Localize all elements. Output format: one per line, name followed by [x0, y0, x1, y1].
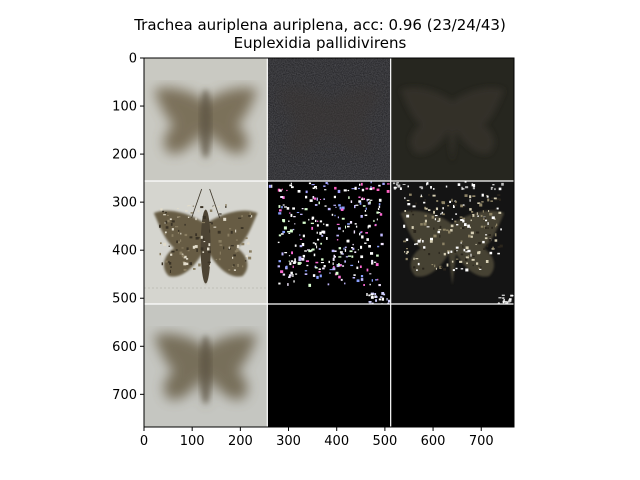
x-tick-label: 200	[228, 434, 253, 449]
image-panel-r0-c2	[390, 58, 514, 181]
x-tick-label: 500	[372, 434, 397, 449]
image-panel-r0-c0	[144, 58, 268, 181]
y-tick-label: 500	[112, 292, 137, 307]
x-tick-label: 600	[421, 434, 446, 449]
image-panel-r2-c0	[144, 304, 268, 427]
image-panels	[144, 58, 516, 427]
x-tick-label: 100	[180, 434, 205, 449]
x-tick-label: 400	[324, 434, 349, 449]
y-tick-label: 700	[112, 388, 137, 403]
y-tick-label: 300	[112, 196, 137, 211]
y-tick-label: 0	[129, 52, 137, 67]
x-tick-label: 0	[140, 434, 148, 449]
y-axis: 0 100 200 300 400 500 600 700	[112, 52, 144, 403]
panel-separators	[144, 58, 514, 427]
image-panel-r1-c0	[144, 181, 268, 304]
chart-subtitle: Euplexidia pallidivirens	[233, 34, 407, 52]
x-tick-label: 300	[276, 434, 301, 449]
image-panel-r2-c2	[390, 304, 514, 427]
image-panel-r1-c1	[267, 181, 391, 308]
x-tick-label: 700	[469, 434, 494, 449]
chart-title: Trachea auriplena auriplena, acc: 0.96 (…	[134, 16, 506, 34]
axes-frame	[143, 57, 515, 428]
image-panel-r2-c1	[267, 304, 391, 427]
y-tick-label: 400	[112, 244, 137, 259]
image-panel-r0-c1	[267, 58, 391, 181]
y-tick-label: 200	[112, 148, 137, 163]
y-tick-label: 600	[112, 340, 137, 355]
image-panel-r1-c2	[390, 181, 516, 307]
x-axis: 0 100 200 300 400 500 600 700	[140, 427, 494, 449]
y-tick-label: 100	[112, 100, 137, 115]
